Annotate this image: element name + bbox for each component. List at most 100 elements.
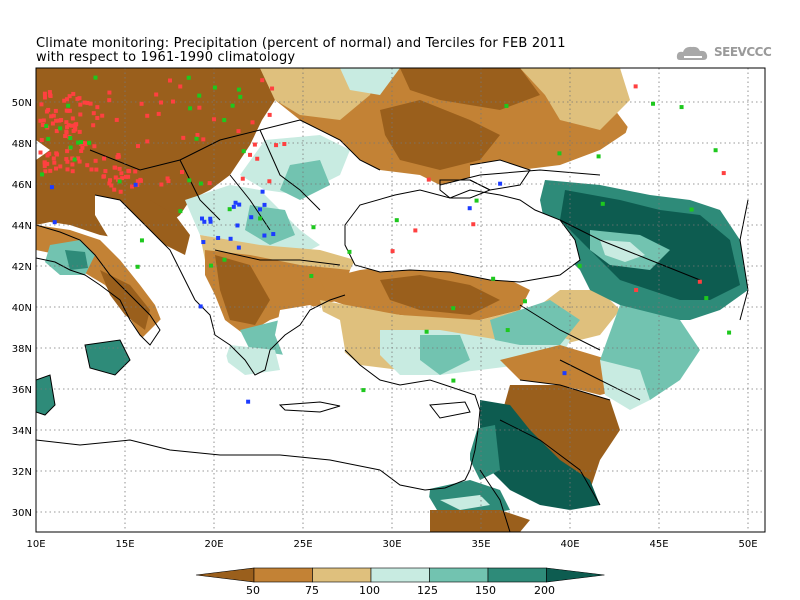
aegean-sea — [275, 305, 345, 385]
station-dry-marker — [113, 175, 118, 180]
station-dry-marker — [49, 114, 54, 119]
colorbar-label: 75 — [305, 584, 319, 597]
station-dry-marker — [114, 117, 119, 122]
station-normal-marker — [222, 257, 227, 262]
station-dry-marker — [426, 177, 431, 182]
turkey-south-coast — [344, 349, 481, 431]
sardinia-coast — [36, 374, 56, 416]
station-dry-marker — [41, 118, 46, 123]
station-dry-marker — [697, 279, 702, 284]
black-sea — [345, 190, 580, 282]
station-dry-marker — [64, 129, 69, 134]
light-region-georgia-core — [600, 240, 645, 262]
station-dry-marker — [38, 150, 43, 155]
y-tick-label: 48N — [12, 139, 32, 150]
station-dry-marker — [40, 122, 45, 127]
station-dry-marker — [166, 179, 171, 184]
station-dry-marker — [156, 111, 161, 116]
colorbar-arrow-right — [546, 567, 605, 583]
station-dry-marker — [54, 118, 59, 123]
station-wet-marker — [200, 216, 205, 221]
colorbar-label: 50 — [246, 584, 260, 597]
north-africa-coast — [36, 439, 381, 471]
station-normal-marker — [347, 249, 352, 254]
station-normal-marker — [504, 103, 509, 108]
station-dry-marker — [88, 101, 93, 106]
station-dry-marker — [45, 153, 50, 158]
colorbar-label: 125 — [417, 584, 438, 597]
station-normal-marker — [68, 136, 73, 141]
station-normal-marker — [522, 299, 527, 304]
ionian-sea — [120, 300, 230, 420]
station-dry-marker — [66, 108, 71, 113]
station-dry-marker — [112, 187, 117, 192]
station-normal-marker — [186, 75, 191, 80]
station-dry-marker — [179, 170, 184, 175]
station-wet-marker — [233, 200, 238, 205]
station-normal-marker — [713, 148, 718, 153]
station-wet-marker — [198, 304, 203, 309]
station-dry-marker — [101, 174, 106, 179]
x-tick-label: 25E — [293, 539, 312, 550]
station-normal-marker — [394, 218, 399, 223]
station-dry-marker — [85, 100, 90, 105]
caspian-coast — [739, 199, 749, 321]
station-normal-marker — [87, 140, 92, 145]
station-dry-marker — [168, 78, 173, 83]
station-dry-marker — [260, 78, 265, 83]
dry-region-dalmatia — [120, 200, 190, 255]
sicily-coast — [84, 339, 131, 376]
station-dry-marker — [107, 98, 112, 103]
station-normal-marker — [58, 126, 63, 131]
station-dry-marker — [63, 134, 68, 139]
sea-of-azov — [470, 160, 530, 190]
darkteal-region-sicily — [85, 340, 130, 375]
caspian-sea — [748, 190, 765, 320]
station-normal-marker — [491, 276, 496, 281]
station-dry-marker — [117, 166, 122, 171]
station-dry-marker — [197, 105, 202, 110]
light-region-iraq-north — [600, 360, 650, 410]
station-normal-marker — [187, 178, 192, 183]
station-dry-marker — [133, 169, 138, 174]
station-dry-marker — [45, 161, 50, 166]
station-normal-marker — [596, 154, 601, 159]
station-wet-marker — [133, 182, 138, 187]
crete-coast — [278, 401, 341, 413]
station-dry-marker — [165, 176, 170, 181]
y-tick-label: 46N — [12, 180, 32, 191]
tan-region-russia-north — [520, 68, 630, 130]
station-dry-marker — [248, 152, 253, 157]
station-dry-marker — [64, 157, 69, 162]
station-dry-marker — [39, 138, 44, 143]
light-region-aegean-south — [225, 345, 280, 375]
station-dry-marker — [93, 158, 98, 163]
x-tick-label: 20E — [204, 539, 223, 550]
station-wet-marker — [231, 204, 236, 209]
station-dry-marker — [64, 120, 69, 125]
station-dry-marker — [67, 94, 72, 99]
station-wet-marker — [236, 245, 241, 250]
seevccc-logo: SEEVCCC — [714, 45, 772, 59]
station-dry-marker — [54, 129, 59, 134]
station-dry-marker — [54, 166, 59, 171]
station-dry-marker — [39, 102, 44, 107]
x-tick-label: 10E — [26, 539, 45, 550]
station-dry-marker — [240, 176, 245, 181]
station-dry-marker — [89, 167, 94, 172]
station-dry-marker — [66, 123, 71, 128]
adriatic-sea — [95, 195, 185, 300]
station-wet-marker — [52, 220, 57, 225]
y-tick-label: 34N — [12, 426, 32, 437]
station-normal-marker — [704, 296, 709, 301]
station-normal-marker — [197, 93, 202, 98]
station-normal-marker — [451, 306, 456, 311]
station-dry-marker — [139, 101, 144, 106]
station-dry-marker — [53, 108, 58, 113]
station-dry-marker — [78, 112, 83, 117]
station-normal-marker — [236, 87, 241, 92]
x-tick-label: 35E — [471, 539, 490, 550]
station-dry-marker — [43, 169, 48, 174]
station-dry-marker — [77, 96, 82, 101]
station-dry-marker — [119, 171, 124, 176]
